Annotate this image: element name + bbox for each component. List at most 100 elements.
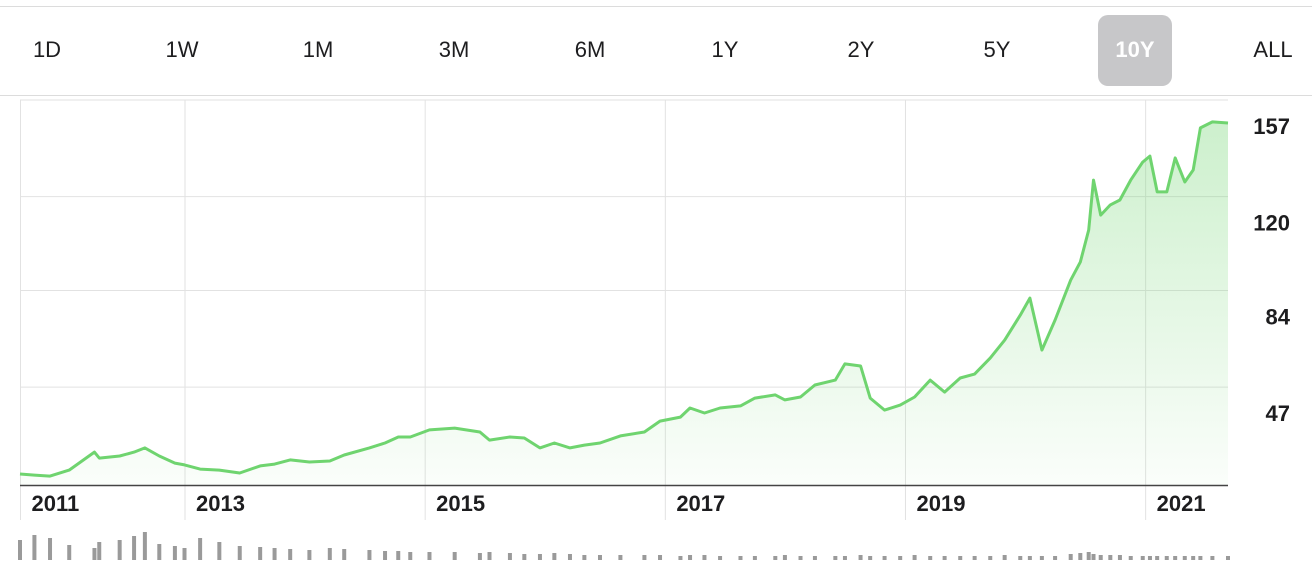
volume-bar bbox=[92, 548, 97, 560]
volume-bar bbox=[773, 556, 778, 560]
volume-bar bbox=[537, 554, 542, 560]
volume-bar bbox=[132, 536, 137, 560]
volume-bar bbox=[1198, 556, 1203, 560]
volume-bar bbox=[812, 556, 817, 560]
volume-bar bbox=[798, 556, 803, 560]
volume-bar bbox=[487, 552, 492, 560]
volume-bar bbox=[928, 556, 933, 560]
volume-bar bbox=[552, 553, 557, 560]
volume-bar bbox=[1147, 556, 1152, 560]
volume-bar bbox=[427, 552, 432, 560]
volume-bar bbox=[1128, 556, 1133, 560]
volume-bar bbox=[383, 551, 388, 560]
volume-bar bbox=[1039, 556, 1044, 560]
area-fill bbox=[20, 121, 1228, 486]
volume-bar bbox=[858, 555, 863, 560]
y-tick-label: 120 bbox=[1253, 210, 1290, 235]
volume-bar bbox=[942, 556, 947, 560]
volume-bar bbox=[1108, 555, 1113, 560]
volume-bar bbox=[452, 552, 457, 560]
volume-bar bbox=[217, 542, 222, 560]
volume-bar bbox=[842, 556, 847, 560]
volume-bar bbox=[1155, 556, 1160, 560]
volume-bar bbox=[67, 545, 72, 560]
range-button[interactable]: 6M bbox=[575, 37, 606, 62]
volume-bar bbox=[342, 549, 347, 560]
volume-bar bbox=[182, 548, 187, 560]
range-button[interactable]: 3M bbox=[439, 37, 470, 62]
volume-bar bbox=[1098, 555, 1103, 560]
range-bar: 1D 1W 1M 3M 6M 1Y 2Y 5Y 10Y ALL bbox=[33, 15, 1293, 86]
volume-bar bbox=[618, 555, 623, 560]
volume-bar bbox=[833, 556, 838, 560]
volume-bar bbox=[567, 554, 572, 560]
volume-bar bbox=[408, 552, 413, 560]
range-button[interactable]: 1M bbox=[303, 37, 334, 62]
volume-bar bbox=[396, 551, 401, 560]
volume-bar bbox=[1086, 552, 1091, 560]
volume-bar bbox=[1068, 554, 1073, 560]
volume-bar bbox=[658, 555, 663, 560]
volume-bar bbox=[678, 556, 683, 560]
volume-bar bbox=[688, 555, 693, 560]
volume-bar bbox=[597, 555, 602, 560]
y-tick-label: 84 bbox=[1266, 304, 1291, 329]
volume-bar bbox=[1018, 556, 1023, 560]
x-tick-label: 2019 bbox=[916, 491, 965, 516]
price-line bbox=[19, 120, 1229, 478]
volume-bar bbox=[1002, 555, 1007, 560]
volume-bar bbox=[477, 553, 482, 560]
y-tick-label: 47 bbox=[1266, 401, 1290, 426]
volume-bar bbox=[1027, 556, 1032, 560]
volume-bar bbox=[642, 555, 647, 560]
volume-bar bbox=[367, 550, 372, 560]
volume-bar bbox=[507, 553, 512, 560]
volume-bar bbox=[1182, 556, 1187, 560]
x-tick-label: 2017 bbox=[676, 491, 725, 516]
volume-bar bbox=[582, 555, 587, 560]
volume-bar bbox=[972, 556, 977, 560]
volume-bar bbox=[157, 544, 162, 560]
volume-bar bbox=[307, 550, 312, 560]
volume-bar bbox=[882, 556, 887, 560]
volume-bar bbox=[1053, 556, 1058, 560]
range-button[interactable]: 2Y bbox=[848, 37, 875, 62]
volume-bar bbox=[702, 555, 707, 560]
range-button[interactable]: 10Y bbox=[1115, 37, 1154, 62]
volume-bar bbox=[752, 556, 757, 560]
volume-bar bbox=[1091, 554, 1096, 560]
volume-bar bbox=[898, 556, 903, 560]
volume-bar bbox=[782, 555, 787, 560]
range-button[interactable]: 1W bbox=[166, 37, 199, 62]
x-tick-label: 2011 bbox=[32, 491, 80, 516]
range-button[interactable]: 1Y bbox=[712, 37, 739, 62]
volume-bar bbox=[1140, 556, 1145, 560]
volume-bar bbox=[258, 547, 263, 560]
y-tick-label: 157 bbox=[1253, 114, 1290, 139]
volume-bar bbox=[18, 540, 22, 560]
volume-bar bbox=[718, 556, 723, 560]
volume-bar bbox=[738, 556, 743, 560]
x-tick-label: 2021 bbox=[1157, 491, 1206, 516]
volume-bar bbox=[237, 546, 242, 560]
volume-bar bbox=[48, 538, 53, 560]
volume-bar bbox=[1078, 553, 1083, 560]
range-button[interactable]: 1D bbox=[33, 37, 61, 62]
price-chart: 157 120 84 47 2011 2013 2015 2017 2019 2021 bbox=[18, 99, 1291, 560]
volume-bar bbox=[912, 555, 917, 560]
volume-bar bbox=[868, 556, 873, 560]
volume-bar bbox=[988, 556, 993, 560]
volume-bar bbox=[97, 542, 102, 560]
volume-bar bbox=[172, 546, 177, 560]
x-tick-label: 2013 bbox=[196, 491, 245, 516]
range-button[interactable]: ALL bbox=[1253, 37, 1292, 62]
x-tick-label: 2015 bbox=[436, 491, 485, 516]
volume-bar bbox=[32, 535, 37, 560]
volume-bar bbox=[117, 540, 122, 560]
volume-bar bbox=[1164, 556, 1169, 560]
range-button[interactable]: 5Y bbox=[984, 37, 1011, 62]
range-selected-bg bbox=[1098, 15, 1172, 86]
volume-bar bbox=[958, 556, 963, 560]
